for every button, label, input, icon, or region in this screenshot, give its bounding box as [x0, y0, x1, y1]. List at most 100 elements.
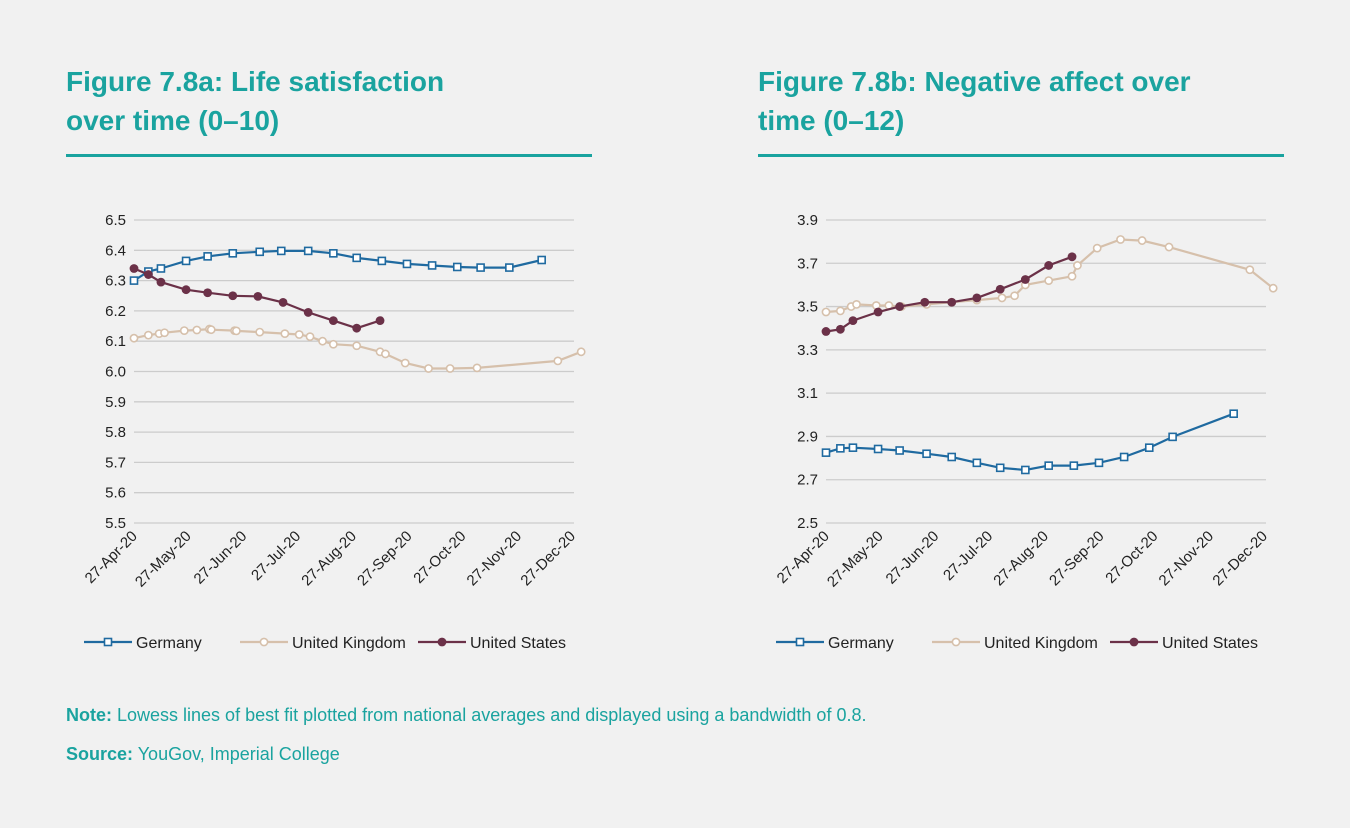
chart-a-germany-point: [402, 259, 412, 269]
chart-b-legend-germany-label: Germany: [828, 635, 894, 652]
chart-b-united-states-point: [821, 327, 831, 336]
source-line: Source: YouGov, Imperial College: [66, 744, 340, 765]
chart-a-xtick-label: 27-Aug-20: [298, 528, 360, 590]
chart-b-united-kingdom-point: [997, 293, 1007, 303]
chart-a-united-states-point: [328, 316, 338, 325]
chart-b-ytick-label: 3.7: [797, 255, 818, 272]
chart-a-germany-point: [203, 252, 212, 261]
chart-b-united-states-point: [995, 284, 1005, 294]
chart-a-united-kingdom-point: [179, 326, 189, 335]
source-label: Source:: [66, 744, 134, 764]
chart-b-united-kingdom-point: [1010, 291, 1019, 301]
chart-a-ytick-label: 5.5: [105, 515, 126, 532]
chart-b-united-kingdom-point: [1073, 261, 1082, 270]
chart-b-xtick-label: 27-Jul-20: [940, 528, 996, 584]
chart-b-united-kingdom-point: [1044, 276, 1054, 285]
chart-b-united-kingdom-point: [1245, 265, 1255, 275]
chart-a-germany-point: [228, 249, 238, 258]
chart-b-legend-united-kingdom-label: United Kingdom: [984, 635, 1098, 652]
chart-a-united-kingdom-point: [424, 364, 433, 373]
negative-affect-chart: 2.52.72.93.13.33.53.73.927-Apr-2027-May-…: [774, 212, 1278, 652]
chart-a-xtick-label: 27-Jul-20: [248, 528, 304, 584]
chart-a-united-states-point: [228, 291, 238, 301]
figure-b-title-line1: Figure 7.8b: Negative affect over: [758, 66, 1191, 97]
figure-a-title-line1: Figure 7.8a: Life satisfaction: [66, 66, 445, 97]
chart-b-ytick-label: 2.9: [797, 428, 818, 445]
chart-a-germany-point: [505, 263, 514, 272]
chart-a-ytick-label: 6.0: [105, 364, 126, 381]
chart-b-germany-point: [821, 448, 831, 457]
chart-a-united-states-point: [303, 308, 313, 317]
chart-a-united-kingdom-point: [381, 349, 390, 359]
chart-a-germany-point: [352, 253, 361, 263]
chart-b-xtick-label: 27-Jun-20: [883, 528, 943, 588]
chart-a-ytick-label: 6.2: [105, 303, 126, 320]
chart-b-united-kingdom-point: [835, 306, 845, 316]
note-text: Lowess lines of best fit plotted from na…: [112, 705, 867, 725]
chart-b-united-states-point: [848, 316, 858, 326]
chart-a-ytick-label: 5.6: [105, 485, 126, 502]
chart-a-germany-point: [129, 276, 139, 285]
chart-b-germany-point: [972, 458, 982, 468]
chart-a-united-kingdom-point: [192, 325, 202, 335]
chart-a-united-kingdom-point: [553, 356, 563, 366]
chart-a-ytick-label: 6.4: [105, 242, 126, 259]
chart-a-germany-point: [537, 255, 546, 265]
chart-b-united-states-point: [947, 297, 957, 307]
chart-a-legend-united-states-marker: [437, 637, 447, 647]
chart-a-ytick-label: 6.5: [105, 212, 126, 229]
chart-b-united-states-point: [972, 293, 982, 303]
chart-b-germany-point: [1094, 458, 1104, 468]
chart-b-united-kingdom-line: [825, 238, 1274, 314]
chart-a-germany-point: [181, 256, 191, 266]
chart-a-united-states-point: [156, 277, 166, 287]
chart-b-united-states-point: [1044, 261, 1054, 270]
chart-b-germany-point: [1144, 443, 1154, 452]
chart-b-germany-point: [1044, 461, 1053, 470]
chart-a-legend-germany-label: Germany: [136, 635, 202, 652]
figure-a-divider: [66, 154, 592, 157]
figure-a-title: Figure 7.8a: Life satisfaction over time …: [66, 62, 586, 140]
chart-a-united-kingdom-point: [400, 358, 410, 368]
chart-a-germany-point: [329, 249, 338, 258]
chart-b-germany-point: [1119, 452, 1129, 462]
figure-a-title-line2: over time (0–10): [66, 105, 280, 136]
chart-b-germany-point: [947, 452, 957, 462]
chart-b-ytick-label: 3.1: [797, 385, 818, 402]
chart-a-xtick-label: 27-Oct-20: [410, 528, 469, 587]
chart-b-ytick-label: 3.3: [797, 342, 818, 359]
chart-b-united-kingdom-point: [1164, 242, 1174, 252]
chart-a-united-kingdom-point: [143, 330, 153, 340]
chart-a-xtick-label: 27-Dec-20: [517, 528, 579, 590]
chart-b-united-kingdom-point: [821, 307, 831, 317]
chart-a-germany-point: [255, 247, 265, 257]
chart-b-xtick-label: 27-Oct-20: [1102, 528, 1161, 587]
chart-b-germany-point: [1021, 465, 1030, 475]
chart-a-germany-point: [476, 263, 485, 272]
chart-a-legend-germany-marker: [103, 637, 113, 647]
chart-b-germany-point: [922, 449, 931, 459]
chart-b-united-states-point: [920, 297, 930, 307]
chart-a-xtick-label: 27-Nov-20: [464, 528, 526, 590]
chart-a-united-kingdom-point: [294, 330, 304, 339]
chart-b-germany-point: [895, 446, 904, 455]
chart-a-united-states-point: [253, 291, 263, 301]
chart-a-germany-point: [377, 256, 387, 266]
chart-a-ytick-label: 5.8: [105, 424, 126, 441]
source-text: YouGov, Imperial College: [133, 744, 340, 764]
chart-b-united-states-point: [873, 307, 883, 317]
chart-a-germany-point: [276, 246, 286, 256]
chart-a-germany-point: [303, 246, 313, 256]
chart-a-united-states-point: [203, 288, 213, 298]
chart-a-united-states-point: [278, 298, 288, 307]
chart-a-united-kingdom-point: [160, 328, 169, 338]
chart-a-xtick-label: 27-Sep-20: [354, 528, 416, 590]
chart-a-united-kingdom-point: [255, 327, 265, 337]
chart-a-united-kingdom-point: [129, 333, 139, 343]
chart-b-united-states-point: [835, 324, 845, 334]
chart-a-united-states-point: [143, 270, 153, 279]
chart-b-united-states-point: [1067, 252, 1077, 262]
figure-b-title-line2: time (0–12): [758, 105, 905, 136]
note-line: Note: Lowess lines of best fit plotted f…: [66, 705, 866, 726]
chart-b-united-kingdom-point: [1067, 271, 1077, 281]
